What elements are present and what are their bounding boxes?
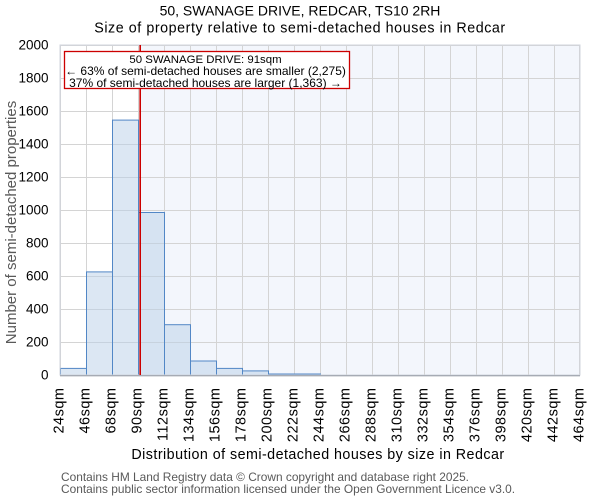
- svg-text:2000: 2000: [18, 38, 48, 53]
- svg-text:37% of semi-detached houses ar: 37% of semi-detached houses are larger (…: [69, 76, 342, 90]
- svg-text:1400: 1400: [18, 137, 48, 152]
- svg-text:244sqm: 244sqm: [312, 388, 328, 443]
- svg-text:156sqm: 156sqm: [208, 388, 224, 443]
- svg-text:112sqm: 112sqm: [156, 388, 172, 442]
- svg-text:222sqm: 222sqm: [286, 388, 302, 443]
- svg-text:Contains HM Land Registry data: Contains HM Land Registry data © Crown c…: [61, 470, 469, 484]
- svg-text:134sqm: 134sqm: [182, 388, 198, 443]
- svg-text:398sqm: 398sqm: [494, 388, 510, 443]
- svg-text:1200: 1200: [18, 170, 48, 185]
- svg-text:400: 400: [26, 302, 49, 317]
- svg-text:288sqm: 288sqm: [364, 388, 380, 443]
- svg-text:← 63% of semi-detached houses: ← 63% of semi-detached houses are smalle…: [65, 64, 346, 78]
- svg-text:46sqm: 46sqm: [78, 388, 94, 434]
- svg-text:50, SWANAGE DRIVE, REDCAR, TS1: 50, SWANAGE DRIVE, REDCAR, TS10 2RH: [160, 3, 441, 19]
- svg-text:24sqm: 24sqm: [52, 388, 68, 434]
- svg-text:178sqm: 178sqm: [234, 388, 250, 443]
- svg-text:800: 800: [26, 236, 49, 251]
- svg-text:Contains public sector informa: Contains public sector information licen…: [61, 482, 515, 496]
- svg-text:Distribution of semi-detached: Distribution of semi-detached houses by …: [131, 447, 504, 463]
- svg-text:442sqm: 442sqm: [546, 388, 562, 443]
- svg-text:266sqm: 266sqm: [338, 388, 354, 443]
- svg-text:1000: 1000: [18, 203, 48, 218]
- svg-text:420sqm: 420sqm: [520, 388, 536, 443]
- svg-text:1800: 1800: [18, 71, 48, 86]
- svg-text:464sqm: 464sqm: [572, 388, 588, 443]
- svg-text:200: 200: [26, 335, 49, 350]
- svg-text:200sqm: 200sqm: [260, 388, 276, 443]
- svg-text:68sqm: 68sqm: [104, 388, 120, 434]
- svg-text:Size of property relative to s: Size of property relative to semi-detach…: [94, 20, 506, 36]
- svg-text:332sqm: 332sqm: [416, 388, 432, 443]
- svg-text:50 SWANAGE DRIVE: 91sqm: 50 SWANAGE DRIVE: 91sqm: [129, 54, 281, 66]
- svg-text:310sqm: 310sqm: [390, 388, 406, 443]
- svg-text:Number of semi-detached proper: Number of semi-detached properties: [3, 101, 20, 344]
- svg-text:0: 0: [41, 368, 49, 383]
- svg-text:1600: 1600: [18, 104, 48, 119]
- svg-text:90sqm: 90sqm: [130, 388, 146, 434]
- svg-text:600: 600: [26, 269, 49, 284]
- svg-text:354sqm: 354sqm: [442, 388, 458, 443]
- svg-text:376sqm: 376sqm: [468, 388, 484, 443]
